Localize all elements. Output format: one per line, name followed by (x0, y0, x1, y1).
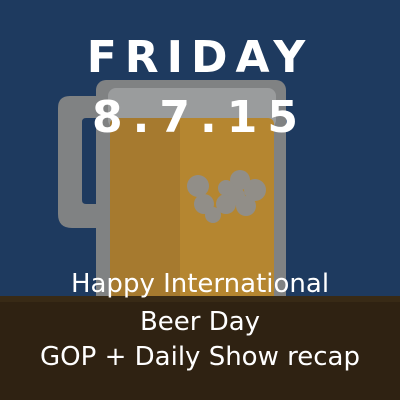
caption-line-1: Happy International (70, 269, 330, 299)
day-label: FRIDAY (86, 32, 314, 83)
caption-line-3: GOP + Daily Show recap (40, 342, 360, 372)
date-label: 8.7.15 (92, 92, 308, 143)
table-surface (0, 296, 400, 400)
beer-mug-icon (58, 80, 286, 316)
caption-line-2: Beer Day (139, 307, 261, 337)
